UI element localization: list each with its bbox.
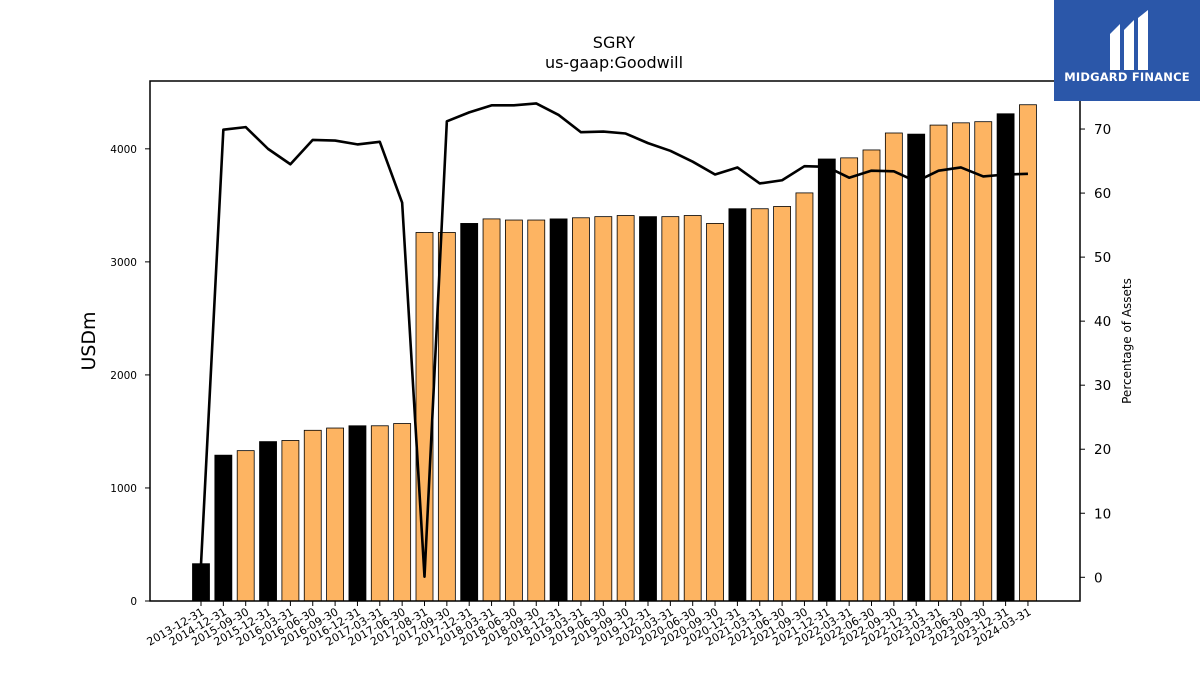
y-axis-label: USDm [78,311,100,370]
y2-tick-label: 40 [1094,314,1111,330]
bar [326,427,345,602]
y-tick-label: 0 [130,596,137,608]
bar [236,450,255,602]
bar [795,192,814,602]
chart-subtitle: us-gaap:Goodwill [545,53,683,72]
bar [303,429,322,602]
y-axis-left: 0 1000 2000 3000 4000 [110,144,150,608]
y2-tick-label: 50 [1094,250,1111,266]
bar [661,216,680,602]
midgard-finance-logo: MIDGARD FINANCE [1054,0,1200,101]
bar [750,208,769,602]
y-tick-label: 3000 [110,257,137,269]
bar [504,219,523,602]
bar [572,217,590,602]
y2-tick-label: 0 [1094,570,1103,586]
bar [616,215,635,602]
y-tick-label: 4000 [110,144,137,156]
bar [259,441,277,602]
bar [1019,104,1037,602]
bar [817,158,836,602]
bar [415,232,434,602]
logo-text: MIDGARD FINANCE [1064,70,1190,84]
bar [929,124,948,602]
bar [482,218,501,602]
bar [437,232,456,602]
x-axis: 2013-12-312014-12-312015-09-302015-12-31… [145,601,1033,649]
y2-tick-label: 70 [1094,122,1111,138]
bar [728,208,747,602]
y-tick-label: 1000 [110,483,137,495]
bar [706,223,724,602]
bar [594,216,613,602]
bar [348,425,367,602]
bar [549,218,568,602]
y2-tick-label: 60 [1094,186,1111,202]
bar [683,215,702,602]
bar [639,216,657,602]
bar [840,157,859,602]
bar [460,223,479,602]
midgard-finance-logo-icon [1110,10,1148,70]
bar [996,113,1015,602]
chart-title: SGRY [593,33,636,52]
bar [907,133,926,602]
bar [370,425,389,602]
bar [952,122,970,602]
bar-series [192,104,1037,602]
bar [393,423,412,602]
bar [884,132,903,602]
y2-axis-label: Percentage of Assets [1120,278,1134,404]
y-tick-label: 2000 [110,370,137,382]
bar [214,454,233,602]
plot-frame [149,80,1081,602]
percentage-line [199,102,1028,578]
bar [192,563,210,602]
bar [773,206,791,602]
bar [281,440,300,602]
y-axis-right: 0 10 20 30 40 50 60 70 [1080,122,1111,586]
y2-tick-label: 10 [1094,506,1111,522]
line-series [199,102,1028,578]
bar [862,149,881,602]
bar [527,219,546,602]
y2-tick-label: 20 [1094,442,1111,458]
y2-tick-label: 30 [1094,378,1111,394]
bar [974,121,993,602]
